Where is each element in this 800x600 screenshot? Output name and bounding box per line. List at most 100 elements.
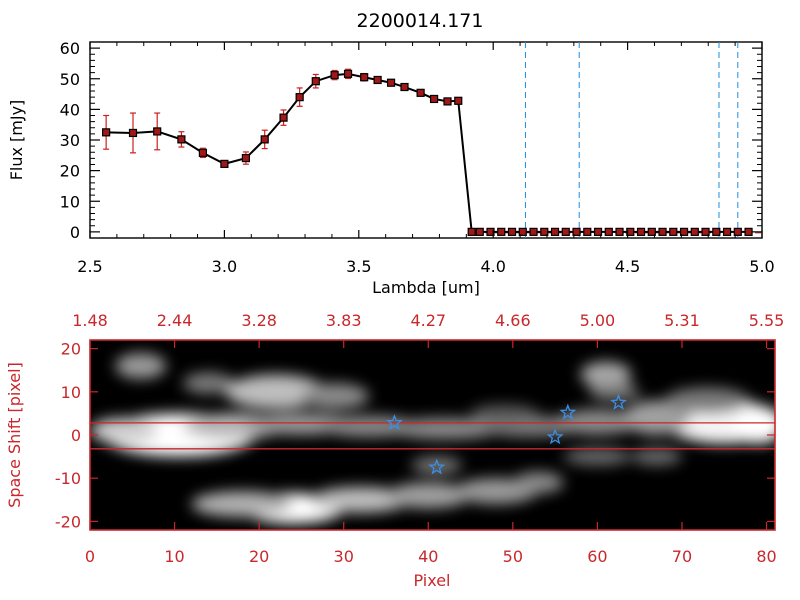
data-point	[467, 227, 476, 236]
y-tick-label: 10	[60, 192, 80, 211]
data-point	[507, 227, 517, 236]
wavelength-tick-label: 5.55	[749, 311, 785, 330]
data-point	[540, 227, 549, 236]
shift-tick-label: 0	[71, 426, 81, 445]
data-point	[626, 227, 635, 236]
y-tick-label: 60	[60, 39, 80, 58]
y-tick-label: 50	[60, 70, 80, 89]
image-blob	[225, 374, 327, 410]
image-blob	[580, 361, 632, 388]
data-point	[279, 113, 288, 122]
star-marker	[386, 414, 403, 431]
image-blob	[622, 400, 691, 435]
data-point	[475, 227, 484, 236]
x-axis-label-lambda: Lambda [um]	[372, 278, 480, 297]
image-blob	[665, 387, 750, 414]
shift-tick-label: 10	[61, 383, 81, 402]
data-point	[572, 227, 581, 236]
image-blob	[631, 447, 682, 466]
image-blob	[309, 486, 412, 513]
pixel-tick-label: 80	[756, 547, 776, 566]
data-point	[690, 227, 699, 236]
wavelength-tick-label: 3.83	[326, 311, 362, 330]
pixel-tick-label: 50	[503, 547, 523, 566]
star-marker	[428, 458, 446, 475]
x-tick-label: 4.0	[480, 257, 505, 276]
wavelength-tick-label: 4.27	[410, 311, 446, 330]
x-axis-label-pixel: Pixel	[413, 571, 450, 590]
data-point	[529, 227, 538, 236]
data-point	[701, 227, 710, 236]
data-point	[615, 227, 624, 236]
image-blob	[732, 409, 775, 444]
y-tick-label: 20	[60, 162, 80, 181]
pixel-tick-label: 0	[85, 547, 95, 566]
wavelength-tick-label: 2.44	[157, 311, 193, 330]
star-marker	[610, 393, 627, 410]
data-point	[486, 227, 495, 236]
data-point	[373, 75, 382, 85]
image-blob	[588, 383, 640, 401]
data-point	[153, 127, 162, 136]
y-tick-label: 30	[60, 131, 80, 150]
image-blob	[90, 417, 158, 444]
image-blob	[301, 383, 370, 410]
data-point	[454, 96, 463, 105]
data-point	[712, 227, 721, 236]
image-blob	[470, 404, 539, 423]
data-point	[561, 227, 570, 236]
y-tick-label: 40	[60, 100, 80, 119]
data-point	[550, 227, 560, 236]
data-point	[241, 153, 251, 163]
data-point	[647, 227, 656, 236]
data-point	[311, 77, 320, 86]
wavelength-tick-label: 5.31	[664, 311, 700, 330]
data-point	[443, 97, 452, 106]
pixel-tick-label: 30	[334, 547, 354, 566]
data-point	[518, 227, 527, 236]
spectrum-plot: 2.5 3.0 3.5 4.0 4.5 5.0 0 10 20 30 40 50 60	[60, 39, 775, 276]
pixel-tick-label: 60	[587, 547, 607, 566]
wavelength-tick-label: 1.48	[72, 311, 108, 330]
data-point	[343, 69, 353, 78]
data-point	[177, 135, 186, 144]
image-blob	[115, 352, 167, 379]
star-marker	[546, 428, 564, 445]
wavelength-tick-label: 3.28	[241, 311, 277, 330]
data-point	[604, 227, 613, 236]
wavelength-tick-label: 4.66	[495, 311, 531, 330]
y-axis-label-flux: Flux [mJy]	[7, 100, 26, 181]
data-point	[669, 227, 678, 236]
pixel-tick-label: 40	[418, 547, 438, 566]
data-point	[744, 227, 753, 236]
data-point	[416, 88, 425, 97]
data-point	[220, 159, 229, 168]
data-point	[722, 227, 732, 236]
data-point	[497, 227, 506, 236]
image-blob	[183, 372, 234, 394]
y-axis-label-space-shift: Space Shift [pixel]	[5, 362, 24, 508]
data-point	[679, 227, 689, 236]
shift-tick-label: -10	[55, 469, 81, 488]
star-marker	[559, 403, 577, 420]
shift-tick-label: -20	[55, 512, 81, 531]
image-blob	[563, 447, 632, 466]
shift-tick-label: 20	[61, 340, 81, 359]
data-point	[198, 148, 207, 157]
spectrum-image: 0 10 20 30 40 50 60 70 80 -20 -10 0 10 20 1.48 2.44 3.…	[55, 311, 784, 566]
data-point	[636, 227, 646, 236]
data-point	[102, 128, 111, 137]
image-blob	[385, 482, 471, 509]
data-point	[295, 93, 304, 102]
x-tick-label: 3.5	[346, 257, 371, 276]
image-blob	[411, 456, 463, 474]
data-point	[593, 227, 603, 236]
y-tick-label: 0	[70, 223, 80, 242]
chart-title: 2200014.171	[357, 10, 484, 32]
data-point	[128, 128, 138, 138]
image-blob	[555, 409, 640, 435]
x-tick-label: 4.5	[615, 257, 640, 276]
data-point	[360, 73, 369, 82]
data-point	[583, 227, 592, 236]
